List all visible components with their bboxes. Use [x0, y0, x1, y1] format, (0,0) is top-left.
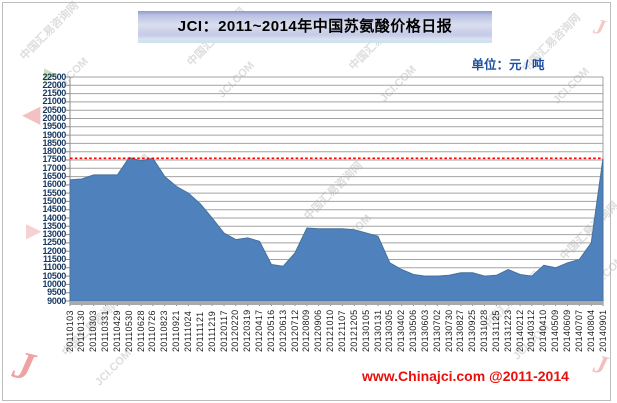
x-tick-label: 20110130 — [76, 310, 87, 352]
x-tick-label: 20130827 — [455, 309, 466, 352]
x-tick-label: 20130105 — [360, 309, 371, 352]
x-tick-label: 20140609 — [562, 309, 572, 352]
y-tick-label: 18000 — [42, 146, 66, 157]
x-tick-label: 20120220 — [230, 309, 241, 352]
y-tick-label: 14500 — [42, 204, 66, 215]
x-tick-label: 20130603 — [419, 309, 430, 352]
y-axis: 22500 22000 21500 21000 20500 20000 19500 19000… — [28, 0, 66, 403]
y-tick-label: 10500 — [42, 270, 66, 281]
x-tick-label: 20110103 — [64, 310, 75, 352]
y-tick-label: 14000 — [42, 212, 66, 223]
y-tick-label: 19500 — [42, 121, 66, 132]
x-tick-label: 20120417 — [254, 309, 264, 352]
x-tick-label: 20131028 — [479, 309, 490, 352]
y-tick-label: 11000 — [42, 262, 66, 273]
y-tick-label: 16500 — [42, 171, 66, 182]
x-tick-label: 20110303 — [88, 310, 99, 352]
y-tick-label: 9500 — [47, 287, 66, 298]
y-tick-label: 17000 — [42, 162, 66, 173]
x-tick-label: 20130702 — [431, 309, 442, 352]
x-tick-label: 20110530 — [123, 310, 134, 352]
x-tick-label: 20111121 — [194, 311, 205, 352]
y-tick-label: 17500 — [42, 154, 66, 165]
y-tick-label: 15500 — [42, 187, 66, 198]
x-tick-label: 20140410 — [538, 309, 549, 352]
y-tick-label: 22500 — [42, 71, 66, 82]
x-tick-label: 20121107 — [336, 310, 347, 352]
x-tick-label: 20110331 — [100, 310, 110, 352]
x-tick-label: 20130402 — [396, 309, 407, 352]
y-tick-label: 21500 — [42, 88, 66, 99]
footer-watermark: www.Chinajci.com @2011-2014 — [362, 368, 569, 384]
x-tick-label: 20110726 — [147, 310, 158, 352]
x-tick-label: 20120712 — [289, 309, 300, 352]
x-tick-label: 20140707 — [573, 309, 584, 352]
x-tick-label: 20140901 — [597, 309, 608, 352]
x-tick-label: 20120319 — [242, 309, 253, 352]
title-banner: JCI：2011~2014年中国苏氨酸价格日报 — [138, 11, 492, 43]
x-tick-label: 20111219 — [206, 310, 217, 352]
y-tick-label: 21000 — [42, 96, 66, 107]
y-tick-label: 10000 — [42, 278, 66, 289]
x-tick-label: 20120809 — [301, 309, 312, 352]
pink-arrow-icon: ◀ — [22, 101, 41, 128]
x-tick-label: 20120117 — [218, 310, 229, 352]
x-tick-label: 20120906 — [313, 309, 324, 352]
x-tick-label: 20140509 — [550, 309, 561, 352]
x-tick-label: 20130925 — [467, 309, 478, 352]
x-tick-label: 20140212 — [514, 309, 525, 352]
y-tick-label: 13500 — [42, 220, 66, 231]
x-tick-label: 20110823 — [159, 310, 170, 352]
y-tick-label: 15000 — [42, 195, 66, 206]
y-tick-label: 16000 — [42, 179, 66, 190]
x-tick-label: 20130305 — [384, 309, 395, 352]
y-axis-ticks — [66, 76, 70, 302]
y-tick-label: 11500 — [42, 254, 66, 265]
y-tick-label: 22000 — [42, 79, 66, 90]
x-tick-label: 20140312 — [526, 309, 537, 352]
x-tick-label: 20140804 — [585, 309, 596, 352]
x-tick-label: 20130506 — [408, 309, 418, 352]
y-tick-label: 9000 — [47, 295, 66, 306]
y-tick-label: 18500 — [42, 137, 66, 148]
x-tick-label: 20111024 — [182, 310, 193, 352]
unit-label: 单位：元 / 吨 — [471, 58, 545, 72]
x-tick-label: 20130730 — [443, 309, 454, 352]
x-tick-label: 20120516 — [265, 309, 276, 352]
y-tick-label: 20000 — [42, 112, 66, 123]
x-tick-label: 20121205 — [348, 309, 359, 352]
x-tick-label: 20120613 — [277, 309, 288, 352]
y-tick-label: 12500 — [42, 237, 66, 248]
x-tick-label: 20110628 — [135, 310, 146, 352]
x-tick-label: 20121010 — [325, 309, 336, 352]
pink-arrow-icon: ▶ — [26, 220, 42, 242]
x-tick-label: 20131223 — [502, 309, 513, 352]
green-arrow-icon: ▶ — [44, 64, 58, 84]
x-axis-base — [70, 301, 603, 305]
x-tick-label: 20110429 — [111, 310, 122, 352]
y-tick-label: 12000 — [42, 245, 66, 256]
y-tick-label: 19000 — [42, 129, 66, 140]
y-tick-label: 20500 — [42, 104, 66, 115]
x-tick-label: 20110921 — [171, 310, 182, 352]
page-title: JCI：2011~2014年中国苏氨酸价格日报 — [177, 18, 453, 35]
y-tick-label: 13000 — [42, 229, 66, 240]
x-tick-label: 20130131 — [372, 309, 383, 352]
x-tick-label: 20131125 — [490, 310, 501, 352]
